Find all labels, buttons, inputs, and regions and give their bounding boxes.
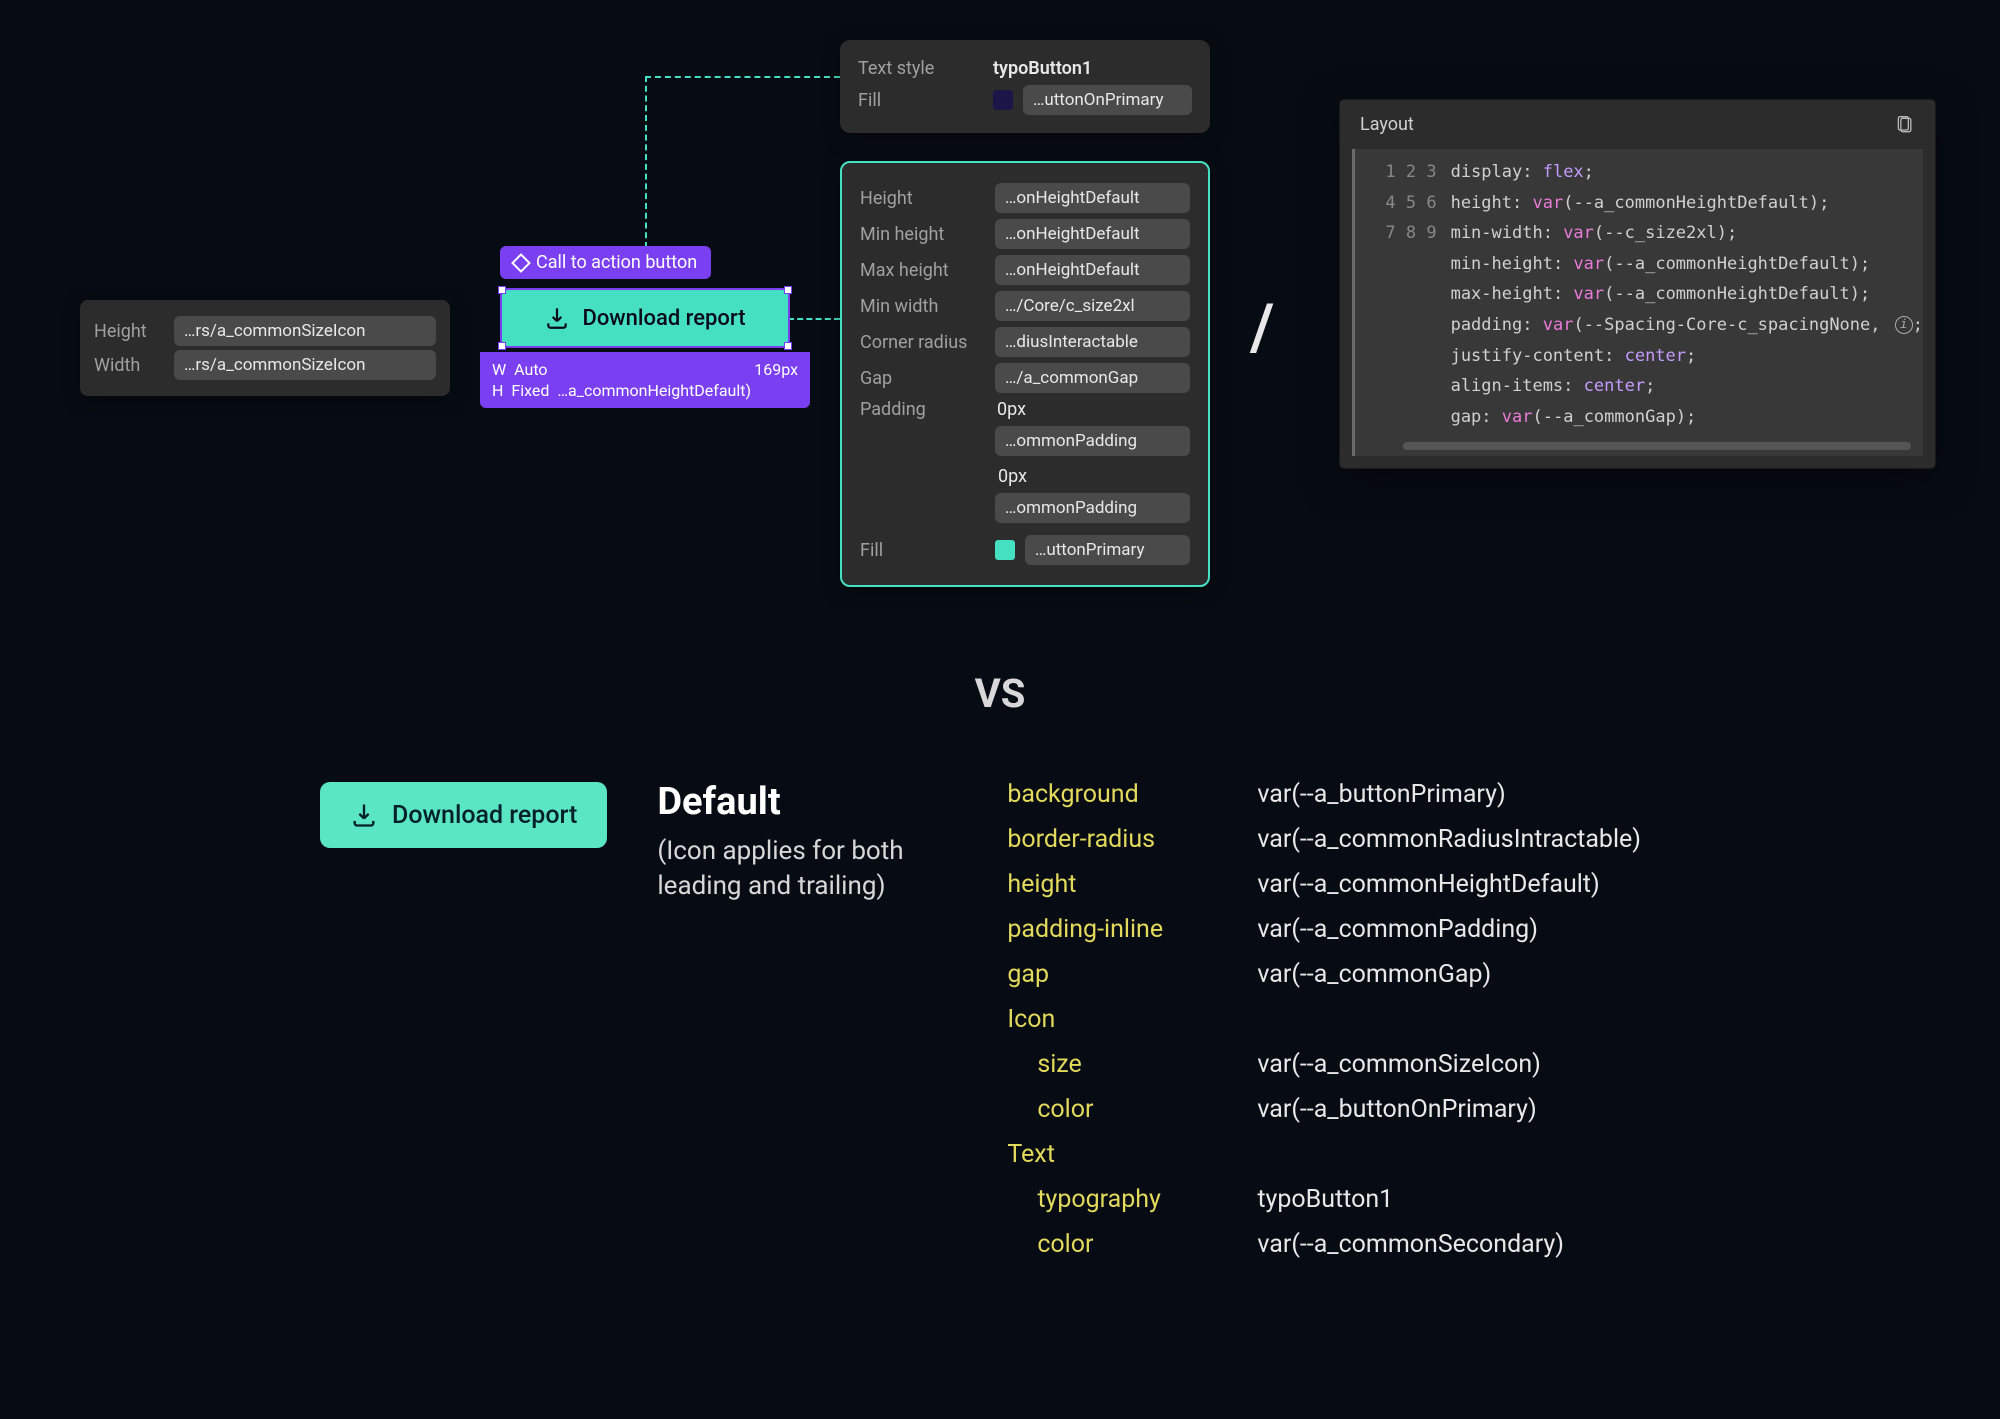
padding-value-plain: 0px — [995, 399, 1026, 420]
divider-slash: / — [1250, 290, 1274, 365]
prop-chip[interactable]: …/a_commonGap — [995, 363, 1190, 393]
fill-label: Fill — [860, 540, 985, 561]
text-style-value[interactable]: typoButton1 — [993, 58, 1092, 79]
text-fill-panel: Text style typoButton1 Fill …uttonOnPrim… — [840, 40, 1210, 133]
spec-key: typography — [1007, 1185, 1227, 1214]
prop-chip[interactable]: …onHeightDefault — [995, 183, 1190, 213]
prop-label: Min height — [860, 224, 985, 245]
fill-swatch[interactable] — [995, 540, 1015, 560]
connector-line — [645, 76, 647, 248]
prop-chip[interactable]: …onHeightDefault — [995, 219, 1190, 249]
spec-value: var(--a_buttonPrimary) — [1257, 780, 1641, 809]
padding-chip[interactable]: …ommonPadding — [995, 426, 1190, 456]
download-icon — [350, 801, 378, 829]
spec-value: var(--a_commonHeightDefault) — [1257, 870, 1641, 899]
selected-button-frame[interactable]: Download report — [500, 288, 790, 348]
component-icon — [511, 253, 531, 273]
padding-value-plain: 0px — [998, 466, 1190, 487]
prop-label: Corner radius — [860, 332, 985, 353]
fill-label: Fill — [858, 90, 983, 111]
figma-inspect-area: Height …rs/a_commonSizeIcon Width …rs/a_… — [80, 40, 1930, 600]
text-style-label: Text style — [858, 58, 983, 79]
spec-value: var(--a_commonSecondary) — [1257, 1230, 1641, 1259]
fill-value-chip[interactable]: …uttonOnPrimary — [1023, 85, 1192, 115]
prop-chip[interactable]: …onHeightDefault — [995, 255, 1190, 285]
spec-key: gap — [1007, 960, 1227, 989]
component-name-pill[interactable]: Call to action button — [500, 246, 711, 279]
w-mode: Auto — [514, 360, 547, 379]
spec-value: var(--a_buttonOnPrimary) — [1257, 1095, 1641, 1124]
width-label: Width — [94, 355, 174, 376]
spec-table: background var(--a_buttonPrimary) border-r… — [1007, 780, 1641, 1259]
code-horizontal-scrollbar[interactable] — [1403, 442, 1911, 450]
code-lines[interactable]: display: flex; height: var(--a_commonHei… — [1451, 157, 1923, 432]
spec-section-icon: Icon — [1007, 1005, 1641, 1034]
h-value: …a_commonHeightDefault) — [557, 381, 751, 400]
download-report-button[interactable]: Download report — [320, 782, 607, 848]
prop-chip[interactable]: …diusInteractable — [995, 327, 1190, 357]
layout-properties-panel: Height …onHeightDefault Min height …onHeigh… — [840, 161, 1210, 587]
spec-key: height — [1007, 870, 1227, 899]
spec-heading: Default — [657, 780, 957, 824]
code-gutter: 1 2 3 4 5 6 7 8 9 — [1355, 157, 1451, 432]
padding-label: Padding — [860, 399, 985, 420]
spec-value: var(--a_commonRadiusIntractable) — [1257, 825, 1641, 854]
h-label: H — [492, 381, 503, 400]
component-name-label: Call to action button — [536, 252, 697, 273]
spec-subheading: (Icon applies for both leading and trail… — [657, 834, 957, 904]
spec-key: size — [1007, 1050, 1227, 1079]
properties-panels: Text style typoButton1 Fill …uttonOnPrim… — [840, 40, 1210, 587]
prop-label: Gap — [860, 368, 985, 389]
width-chip[interactable]: …rs/a_commonSizeIcon — [174, 350, 436, 380]
connector-line — [645, 76, 840, 78]
resize-handle[interactable] — [498, 286, 506, 294]
prop-label: Min width — [860, 296, 985, 317]
spec-button-col: Download report — [320, 780, 607, 1259]
spec-key: background — [1007, 780, 1227, 809]
h-mode: Fixed — [511, 381, 549, 400]
spec-key: padding-inline — [1007, 915, 1227, 944]
w-value: 169px — [754, 360, 798, 379]
spec-value: var(--a_commonPadding) — [1257, 915, 1641, 944]
fill-value-chip[interactable]: …uttonPrimary — [1025, 535, 1190, 565]
vs-divider: VS — [0, 670, 2000, 717]
connector-line — [788, 318, 840, 320]
download-report-label: Download report — [392, 801, 577, 830]
spec-key: color — [1007, 1095, 1227, 1124]
code-panel-title: Layout — [1360, 114, 1414, 135]
spec-key: border-radius — [1007, 825, 1227, 854]
code-panel: Layout 1 2 3 4 5 6 7 8 9 display: flex; … — [1340, 100, 1935, 468]
resize-handle[interactable] — [784, 342, 792, 350]
button-frame-label: Download report — [582, 306, 745, 331]
spec-key: color — [1007, 1230, 1227, 1259]
spec-value: var(--a_commonSizeIcon) — [1257, 1050, 1641, 1079]
clipboard-icon[interactable] — [1895, 115, 1915, 135]
spec-section-text: Text — [1007, 1140, 1641, 1169]
height-chip[interactable]: …rs/a_commonSizeIcon — [174, 316, 436, 346]
prop-label: Max height — [860, 260, 985, 281]
spec-heading-col: Default (Icon applies for both leading a… — [657, 780, 957, 1259]
icon-size-panel: Height …rs/a_commonSizeIcon Width …rs/a_… — [80, 300, 450, 396]
size-readout-bar: W Auto 169px H Fixed …a_commonHeightDefa… — [480, 352, 810, 408]
download-icon — [544, 305, 570, 331]
prop-label: Height — [860, 188, 985, 209]
resize-handle[interactable] — [784, 286, 792, 294]
padding-chip[interactable]: …ommonPadding — [995, 493, 1190, 523]
spec-value: typoButton1 — [1257, 1185, 1641, 1214]
resize-handle[interactable] — [498, 342, 506, 350]
w-label: W — [492, 360, 506, 379]
spec-value: var(--a_commonGap) — [1257, 960, 1641, 989]
height-label: Height — [94, 321, 174, 342]
fill-swatch[interactable] — [993, 90, 1013, 110]
prop-chip[interactable]: …/Core/c_size2xl — [995, 291, 1190, 321]
spec-area: Download report Default (Icon applies fo… — [320, 780, 1641, 1259]
